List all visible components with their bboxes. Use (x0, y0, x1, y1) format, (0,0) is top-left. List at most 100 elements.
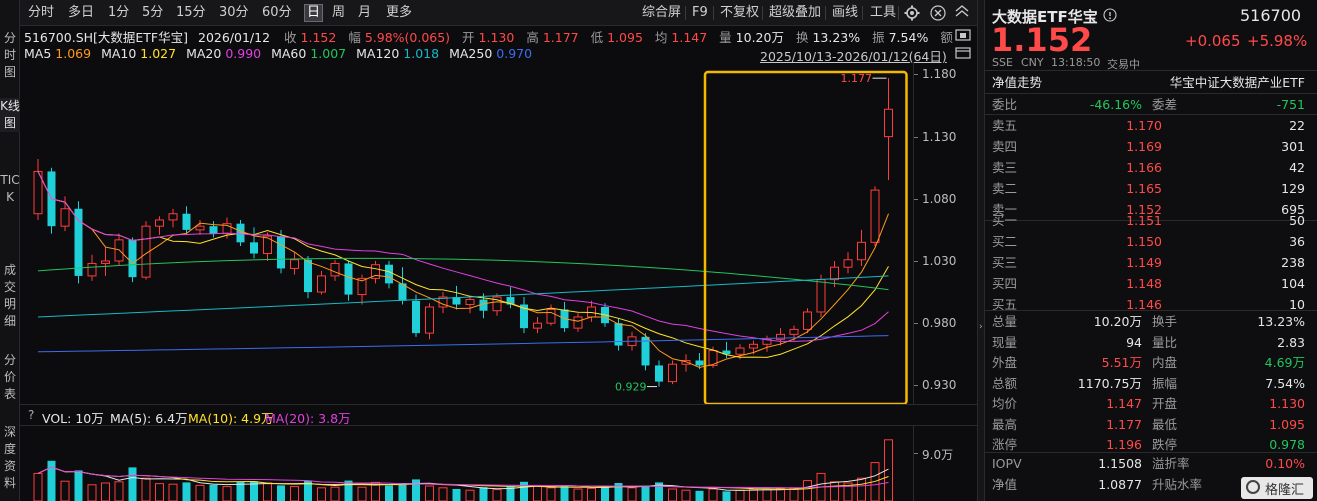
level-volume: 42 (1289, 160, 1305, 175)
tab-trade-detail[interactable]: 成交明细 (3, 263, 16, 328)
tab-depth-info[interactable]: 深度资料 (3, 425, 16, 490)
level-price: 1.146 (1126, 297, 1162, 312)
order-book-row[interactable]: 买三 1.149 238 (985, 252, 1317, 273)
lock-icon[interactable] (954, 28, 972, 42)
high-label: 高 (526, 30, 539, 45)
level-volume: 104 (1281, 276, 1305, 291)
toolbar-divider (762, 6, 763, 20)
composite-screen-button[interactable]: 综合屏 (642, 5, 682, 20)
period-15min-button[interactable]: 15分 (176, 5, 206, 20)
stat-value: 13.23% (1257, 314, 1305, 329)
expand-icon[interactable] (954, 5, 970, 21)
stat-label: 现量 (992, 334, 1018, 350)
period-day-button[interactable]: 日 (304, 4, 324, 22)
panel-splitter[interactable]: › (977, 0, 985, 501)
order-book-row[interactable]: 卖二 1.165 129 (985, 178, 1317, 199)
candle (330, 259, 340, 281)
no-adjust-button[interactable]: 不复权 (720, 5, 760, 20)
order-book-row[interactable]: 买一 1.151 50 (985, 210, 1317, 231)
period-month-button[interactable]: 月 (358, 5, 372, 20)
close-icon[interactable] (930, 5, 946, 21)
ma5-label: MA5 (24, 46, 52, 61)
candle (884, 78, 893, 181)
order-book-row[interactable]: 卖三 1.166 42 (985, 157, 1317, 178)
stat-value: 1.1508 (1098, 456, 1142, 471)
volume-bar (209, 484, 218, 501)
super-overlay-button[interactable]: 超级叠加 (769, 5, 822, 20)
period-5min-button[interactable]: 5分 (142, 5, 164, 20)
order-book-row[interactable]: 卖一 1.152 695 (985, 199, 1317, 220)
order-book-row[interactable]: 买二 1.150 36 (985, 231, 1317, 252)
f9-button[interactable]: F9 (692, 5, 708, 20)
info-icon[interactable] (1103, 8, 1117, 22)
period-more-button[interactable]: 更多 (386, 5, 413, 20)
period-60min-button[interactable]: 60分 (262, 5, 292, 20)
volume-bar (277, 485, 285, 501)
tab-kline[interactable]: K线图 (0, 98, 20, 132)
date-range-label[interactable]: 2025/10/13-2026/01/12(64日) (760, 49, 947, 64)
candle (506, 287, 515, 309)
volume-bar (641, 486, 650, 501)
volume-bar (762, 489, 772, 501)
volume-bar (749, 488, 758, 501)
volume-bar (344, 480, 353, 501)
period-1min-button[interactable]: 1分 (108, 5, 130, 20)
candle (830, 260, 839, 288)
level-volume: 36 (1289, 234, 1305, 249)
tab-intraday[interactable]: 分时图 (3, 31, 16, 79)
volume-chart-svg[interactable] (20, 426, 913, 501)
volume-bar (573, 488, 583, 501)
stat-label: 最低 (1152, 416, 1178, 432)
candle (209, 221, 218, 238)
stat-label: 总额 (992, 375, 1018, 391)
candle (655, 360, 663, 387)
period-intraday-button[interactable]: 分时 (28, 5, 55, 20)
level-volume: 22 (1289, 118, 1305, 133)
tab-tick[interactable]: TICK (0, 173, 20, 204)
vol-ma5: MA(5): 6.4万 (110, 411, 188, 426)
calendar-icon[interactable] (954, 46, 972, 60)
level-volume: 10 (1289, 297, 1305, 312)
settings-icon[interactable] (904, 5, 920, 21)
period-multiday-button[interactable]: 多日 (68, 5, 95, 20)
turn-label: 换 (795, 30, 809, 45)
divider (985, 310, 1317, 311)
close-value: 1.152 (300, 30, 337, 45)
nav-trend-link[interactable]: 净值走势 (992, 75, 1043, 90)
candle (128, 237, 137, 283)
draw-line-button[interactable]: 画线 (832, 5, 859, 20)
tools-button[interactable]: 工具 (870, 5, 897, 20)
vol-ma20: MA(20): 3.8万 (265, 411, 351, 426)
period-week-button[interactable]: 周 (332, 5, 346, 20)
kline-chart-svg[interactable]: 1.177 0.929 (20, 62, 913, 406)
order-book-row[interactable]: 卖四 1.169 301 (985, 136, 1317, 157)
candle (371, 260, 380, 284)
collapse-arrow-icon[interactable]: › (979, 322, 983, 332)
order-book-row[interactable]: 买四 1.148 104 (985, 273, 1317, 294)
open-label: 开 (462, 30, 475, 45)
low-mark-label: 0.929 (615, 381, 647, 394)
help-icon[interactable]: ? (28, 408, 35, 422)
order-book-row[interactable]: 卖五 1.170 22 (985, 115, 1317, 136)
security-code: 516700.SH[大数据ETF华宝] (24, 30, 189, 45)
candle (425, 303, 434, 340)
candle (533, 316, 542, 334)
stat-value: 1.196 (1106, 437, 1142, 452)
volume-chart[interactable] (20, 426, 913, 501)
order-book-row[interactable]: 买五 1.146 10 (985, 294, 1317, 315)
amp-label: 幅 (348, 30, 361, 45)
volume-bar (425, 485, 434, 501)
volume-bar (533, 484, 542, 501)
volume-bar (627, 487, 637, 501)
volume-bar (128, 467, 137, 501)
level-label: 卖二 (992, 181, 1018, 196)
period-30min-button[interactable]: 30分 (219, 5, 249, 20)
kline-chart[interactable]: 1.177 0.929 (20, 62, 913, 406)
level-label: 买一 (992, 213, 1018, 228)
stat-label: 量比 (1152, 334, 1178, 350)
ma20-value: 0.990 (225, 46, 262, 61)
avg-label: 均 (654, 30, 668, 45)
tab-price-table[interactable]: 分价表 (3, 353, 16, 401)
volume-bar (222, 486, 232, 501)
nav-row[interactable]: 净值走势 华宝中证大数据产业ETF (985, 72, 1317, 93)
